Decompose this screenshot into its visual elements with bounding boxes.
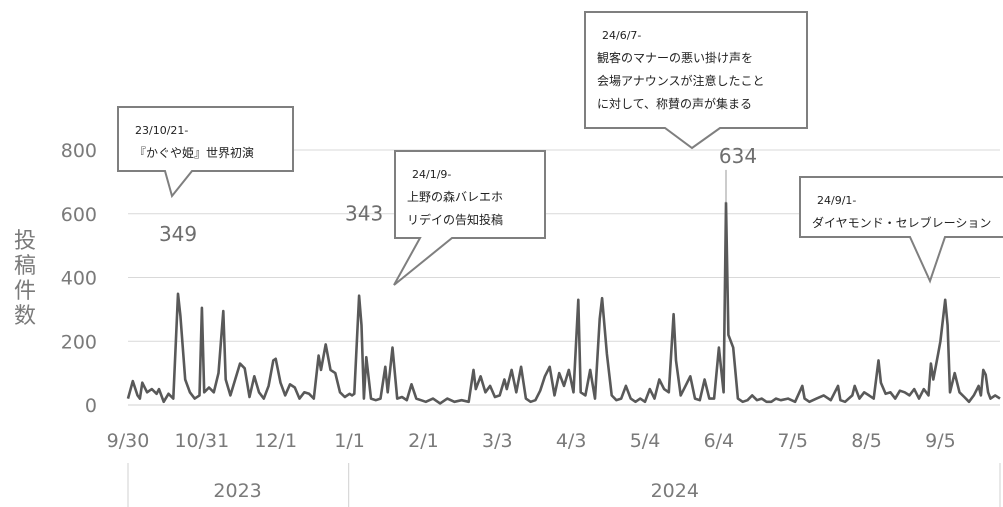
y-tick-label: 400	[61, 268, 97, 290]
peak-label: 634	[719, 144, 757, 168]
x-tick-label: 6/4	[704, 430, 735, 452]
y-tick-label: 0	[85, 395, 97, 417]
callout-date: 23/10/21-	[135, 124, 188, 137]
x-axis: 9/30 10/31 12/1 1/1 2/1 3/3 4/3 5/4 6/4 7/5 8/5 9/5	[107, 430, 956, 452]
y-tick-label: 800	[61, 140, 97, 162]
callout-date: 24/9/1-	[817, 194, 856, 207]
y-tick-label: 600	[61, 204, 97, 226]
y-axis-title-char: 数	[14, 304, 36, 329]
x-tick-label: 8/5	[851, 430, 882, 452]
y-axis: 0 200 400 600 800	[61, 140, 97, 417]
x-tick-label: 5/4	[630, 430, 661, 452]
callout-line: ダイヤモンド・セレブレーション	[812, 215, 991, 230]
peak-labels: 349 343 634	[159, 144, 757, 246]
y-axis-title-char: 件	[14, 279, 36, 304]
callout-line: リデイの告知投稿	[407, 212, 503, 227]
x-tick-label: 7/5	[777, 430, 808, 452]
callout-date: 24/6/7-	[602, 29, 641, 42]
callout: 24/9/1- ダイヤモンド・セレブレーション	[799, 176, 1003, 284]
callout: 24/6/7- 観客のマナーの悪い掛け声を会場アナウンスが注意したことに対して、称…	[584, 11, 808, 150]
callout-line: 上野の森バレエホ	[407, 189, 503, 204]
x-tick-label: 9/5	[925, 430, 956, 452]
callout-line: 会場アナウンスが注意したこと	[597, 73, 765, 88]
year-axis: 2023 2024	[127, 463, 1001, 507]
callout-line: に対して、称賛の声が集まる	[597, 96, 752, 111]
callout-box	[393, 150, 546, 286]
year-label: 2024	[651, 480, 699, 502]
x-tick-label: 4/3	[556, 430, 587, 452]
callout-date: 24/1/9-	[412, 168, 451, 181]
year-label: 2023	[213, 480, 261, 502]
peak-label: 343	[345, 202, 383, 226]
x-tick-label: 9/30	[107, 430, 150, 452]
series-group	[126, 201, 1001, 405]
annotations: 23/10/21- 『かぐや姫』世界初演 24/1/9- 上野の森バレエホリデイの告知…	[117, 11, 1003, 286]
callout-line: 『かぐや姫』世界初演	[134, 145, 254, 160]
y-axis-title-char: 稿	[14, 254, 36, 279]
x-tick-label: 10/31	[174, 430, 229, 452]
y-axis-title-char: 投	[14, 229, 36, 254]
x-tick-label: 3/3	[482, 430, 513, 452]
peak-label: 349	[159, 222, 197, 246]
x-tick-label: 12/1	[254, 430, 297, 452]
callout: 23/10/21- 『かぐや姫』世界初演	[117, 106, 294, 199]
callout-box	[117, 106, 294, 199]
callout-box	[799, 176, 1003, 284]
callout-box	[584, 11, 808, 150]
x-tick-label: 1/1	[334, 430, 365, 452]
callout-line: 観客のマナーの悪い掛け声を	[597, 50, 753, 65]
y-tick-label: 200	[61, 331, 97, 353]
x-tick-label: 2/1	[408, 430, 439, 452]
